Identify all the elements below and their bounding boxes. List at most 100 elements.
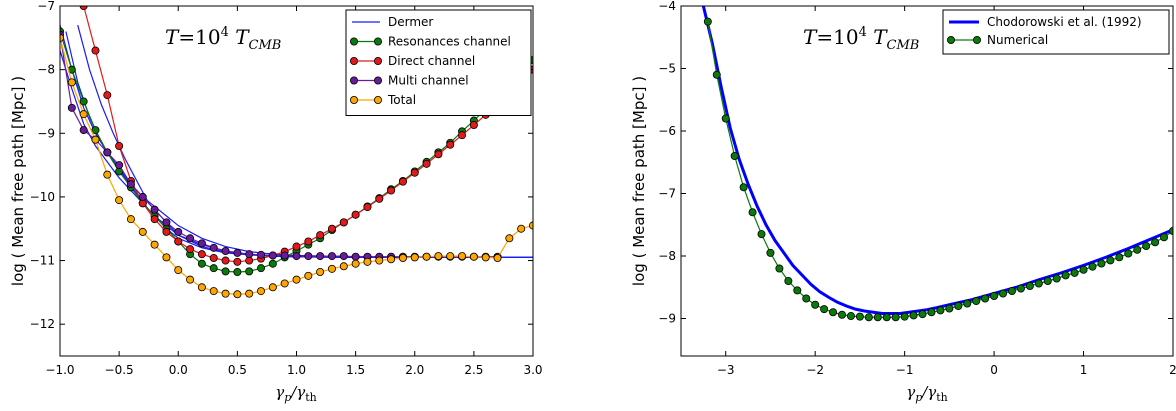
data-point-resonances-channel xyxy=(197,259,206,268)
data-point-resonances-channel xyxy=(91,126,100,135)
data-point-total xyxy=(351,259,360,268)
left-legend: Dermer Resonances channel Direct channel Mu… xyxy=(345,9,532,116)
data-point-total xyxy=(103,170,112,179)
left-x-tick-label: 3.0 xyxy=(523,363,542,377)
data-point-direct-channel xyxy=(469,121,478,130)
data-point-numerical xyxy=(1007,286,1016,295)
data-point-total xyxy=(410,253,419,262)
data-point-multi-channel xyxy=(67,103,76,112)
right-y-tick-label: −9 xyxy=(658,312,676,326)
right-x-tick-label: −3 xyxy=(717,363,735,377)
data-point-multi-channel xyxy=(115,161,124,170)
data-point-numerical xyxy=(766,248,775,257)
left-x-tick-label: −1.0 xyxy=(45,363,74,377)
data-point-numerical xyxy=(1070,268,1079,277)
data-point-direct-channel xyxy=(174,237,183,246)
right-x-axis-label: γp/γth xyxy=(906,383,948,404)
data-point-multi-channel xyxy=(245,250,254,259)
data-point-resonances-channel xyxy=(209,264,218,273)
left-y-tick-label: −9 xyxy=(37,126,55,140)
data-point-numerical xyxy=(1052,274,1061,283)
data-point-numerical xyxy=(1124,249,1133,258)
data-point-numerical xyxy=(802,294,811,303)
data-point-total xyxy=(162,253,171,262)
left-legend-label: Resonances channel xyxy=(388,35,511,49)
data-point-resonances-channel xyxy=(257,264,266,273)
data-point-direct-channel xyxy=(316,231,325,240)
data-point-numerical xyxy=(838,310,847,319)
data-point-numerical xyxy=(1133,245,1142,254)
data-point-numerical xyxy=(1142,241,1151,250)
data-point-direct-channel xyxy=(351,210,360,219)
left-legend-marker xyxy=(349,57,358,66)
right-x-tick-label: 0 xyxy=(990,363,998,377)
data-point-multi-channel xyxy=(79,126,88,135)
right-y-tick-label: −7 xyxy=(658,187,676,201)
data-point-total xyxy=(304,271,313,280)
data-point-multi-channel xyxy=(280,251,289,260)
data-point-total xyxy=(481,253,490,262)
right-legend-label: Chodorowski et al. (1992) xyxy=(987,15,1142,29)
data-point-numerical xyxy=(1097,259,1106,268)
series-line-chodorowski-et-al-1992 xyxy=(701,6,1173,315)
data-point-numerical xyxy=(972,296,981,305)
data-point-multi-channel xyxy=(233,248,242,257)
data-point-numerical xyxy=(1151,238,1160,247)
data-point-direct-channel xyxy=(197,250,206,259)
data-point-total xyxy=(221,289,230,298)
data-point-numerical xyxy=(963,299,972,308)
data-point-direct-channel xyxy=(446,140,455,149)
data-point-total xyxy=(197,283,206,292)
data-point-total xyxy=(115,196,124,205)
data-point-direct-channel xyxy=(209,253,218,262)
data-point-direct-channel xyxy=(398,177,407,186)
data-point-direct-channel xyxy=(327,224,336,233)
series-total xyxy=(60,33,533,299)
right-x-tick-label: −2 xyxy=(806,363,824,377)
data-point-numerical xyxy=(1115,253,1124,262)
data-point-numerical xyxy=(748,208,757,217)
left-legend-label: Multi channel xyxy=(388,74,469,88)
data-point-direct-channel xyxy=(79,6,88,10)
data-point-numerical xyxy=(954,301,963,310)
data-point-direct-channel xyxy=(304,237,313,246)
data-point-numerical xyxy=(1079,265,1088,274)
data-point-multi-channel xyxy=(126,180,135,189)
data-point-numerical xyxy=(999,289,1008,298)
left-legend-marker xyxy=(373,57,382,66)
data-point-total xyxy=(398,253,407,262)
left-y-tick-label: −7 xyxy=(37,0,55,13)
data-point-direct-channel xyxy=(387,186,396,195)
data-point-numerical xyxy=(1043,276,1052,285)
data-point-multi-channel xyxy=(162,218,171,227)
data-point-direct-channel xyxy=(221,256,230,265)
data-point-direct-channel xyxy=(363,203,372,212)
left-panel: −1.0 −0.5 0.0 0.5 1.0 1.5 2.0 2.5 3.0 −7 −8 −9 −10 −1… xyxy=(9,0,543,404)
data-point-direct-channel xyxy=(103,91,112,100)
data-point-direct-channel xyxy=(91,46,100,55)
data-point-numerical xyxy=(981,294,990,303)
right-y-tick-label: −5 xyxy=(658,62,676,76)
data-point-total xyxy=(268,283,277,292)
data-point-multi-channel xyxy=(209,243,218,252)
data-point-multi-channel xyxy=(174,227,183,236)
data-point-numerical xyxy=(811,300,820,309)
data-point-direct-channel xyxy=(233,257,242,266)
data-point-total xyxy=(174,266,183,275)
data-point-direct-channel xyxy=(186,245,195,254)
left-x-tick-label: 1.5 xyxy=(346,363,365,377)
left-x-tick-label: 2.0 xyxy=(405,363,424,377)
data-point-direct-channel xyxy=(458,131,467,140)
data-point-direct-channel xyxy=(422,159,431,168)
data-point-multi-channel xyxy=(292,252,301,261)
right-y-tick-label: −8 xyxy=(658,249,676,263)
data-point-multi-channel xyxy=(268,251,277,260)
data-point-total xyxy=(387,255,396,264)
series-line-numerical xyxy=(707,21,1173,318)
left-x-tick-label: 0.0 xyxy=(169,363,188,377)
right-legend-marker xyxy=(973,36,982,45)
left-x-tick-label: 2.5 xyxy=(464,363,483,377)
data-point-total xyxy=(458,252,467,261)
data-point-total xyxy=(233,290,242,299)
data-point-total xyxy=(126,215,135,224)
